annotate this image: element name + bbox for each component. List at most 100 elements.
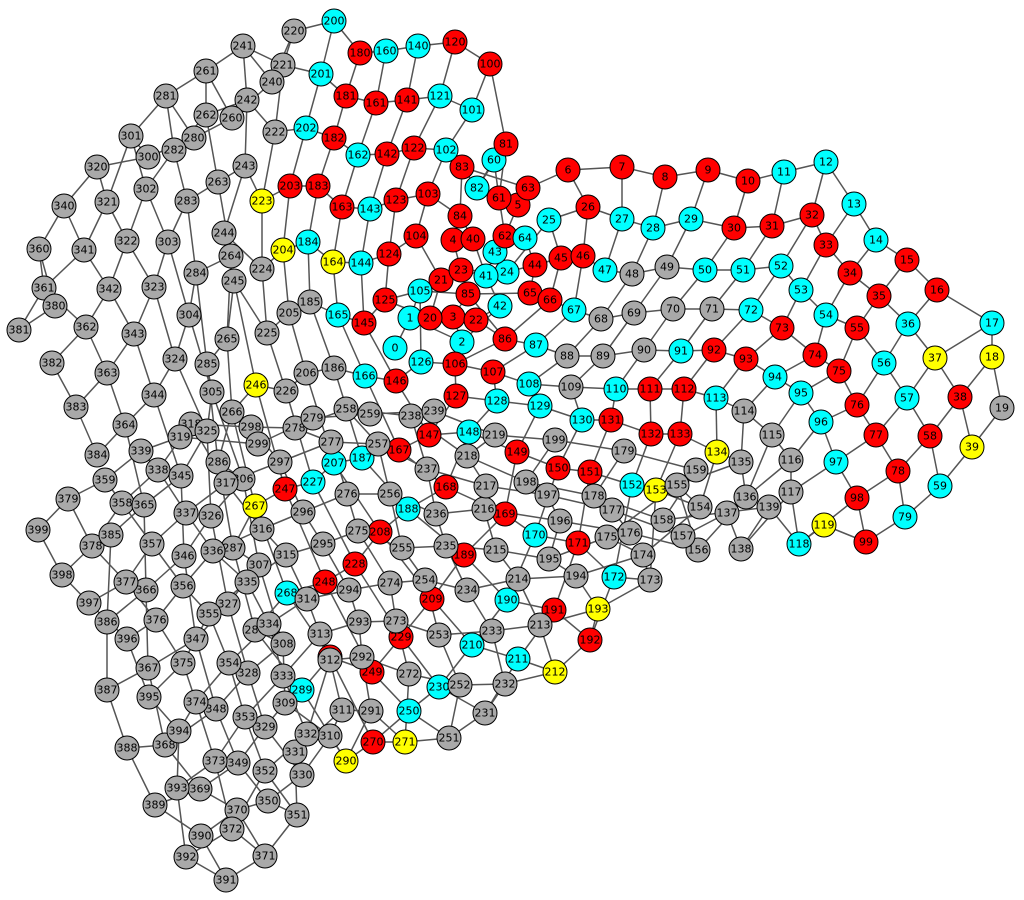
node-307: 307 [246,552,272,578]
node-label: 191 [544,604,565,617]
node-label: 238 [401,410,422,423]
node-circle [55,486,81,512]
node-47: 47 [592,257,618,283]
node-circle [671,376,697,402]
node-297: 297 [267,449,293,475]
node-label: 326 [201,510,222,523]
node-circle [112,412,138,438]
node-35: 35 [866,283,892,309]
node-label: 340 [54,200,75,213]
node-301: 301 [118,123,144,149]
node-circle [128,438,154,464]
node-circle [778,479,804,505]
node-circle [272,690,298,716]
node-395: 395 [136,684,162,710]
node-circle [295,229,321,255]
node-251: 251 [436,725,462,751]
node-label: 275 [348,525,369,538]
node-label: 171 [568,537,589,550]
node-circle [63,394,89,420]
node-circle [84,442,110,468]
node-label: 14 [869,234,883,247]
node-circle [262,119,288,145]
node-label: 339 [131,445,152,458]
node-169: 169 [492,501,518,527]
node-circle [289,677,315,703]
node-label: 157 [673,530,694,543]
node-305: 305 [199,379,225,405]
node-circle [176,302,202,328]
node-label: 101 [462,104,483,117]
node-258: 258 [333,396,359,422]
node-93: 93 [733,346,759,372]
node-label: 266 [222,406,243,419]
node-circle [73,314,99,340]
node-202: 202 [293,115,319,141]
node-218: 218 [454,443,480,469]
node-circle [555,157,581,183]
node-circle [31,275,57,301]
node-circle [383,608,409,634]
node-label: 158 [653,514,674,527]
node-label: 253 [429,629,450,642]
node-circle [609,206,635,232]
node-circle [590,343,616,369]
node-label: 175 [597,531,618,544]
node-label: 284 [186,267,207,280]
node-circle [357,196,383,222]
node-200: 200 [321,8,347,34]
node-circle [383,368,409,394]
node-label: 141 [397,94,418,107]
node-circle [401,135,427,161]
node-label: 276 [337,488,358,501]
node-112: 112 [671,376,697,402]
node-label: 49 [660,261,674,274]
node-45: 45 [548,245,574,271]
node-circle [433,137,459,163]
node-label: 305 [202,386,223,399]
node-label: 24 [500,266,514,279]
node-circle [183,626,209,652]
node-circle [454,443,480,469]
node-19: 19 [989,395,1015,421]
node-label: 361 [34,282,55,295]
edge-325-326 [206,430,212,517]
node-circle [537,287,563,313]
node-label: 77 [869,429,883,442]
node-186: 186 [321,355,347,381]
node-label: 50 [698,264,712,277]
node-label: 57 [900,392,914,405]
node-circle [273,542,299,568]
node-circle [505,646,531,672]
node-label: 59 [933,480,947,493]
node-label: 168 [436,481,457,494]
node-label: 66 [543,294,557,307]
node-label: 60 [487,154,501,167]
node-label: 163 [332,201,353,214]
node-label: 1 [407,312,414,325]
node-circle [735,168,761,194]
node-circle [637,376,663,402]
node-circle [487,293,513,319]
node-131: 131 [598,407,624,433]
node-circle [249,516,275,542]
node-label: 356 [173,580,194,593]
node-label: 233 [482,625,503,638]
node-circle [114,735,140,761]
node-113: 113 [703,385,729,411]
node-label: 15 [900,254,914,267]
node-circle [768,253,794,279]
node-label: 106 [445,358,466,371]
node-circle [799,202,825,228]
node-label: 196 [550,515,571,528]
node-label: 304 [179,309,200,322]
node-label: 395 [139,691,160,704]
node-192: 192 [577,627,603,653]
node-98: 98 [844,485,870,511]
node-circle [637,567,663,593]
node-label: 279 [303,412,324,425]
node-398: 398 [49,562,75,588]
node-389: 389 [142,792,168,818]
node-circle [329,194,355,220]
node-281: 281 [153,83,179,109]
